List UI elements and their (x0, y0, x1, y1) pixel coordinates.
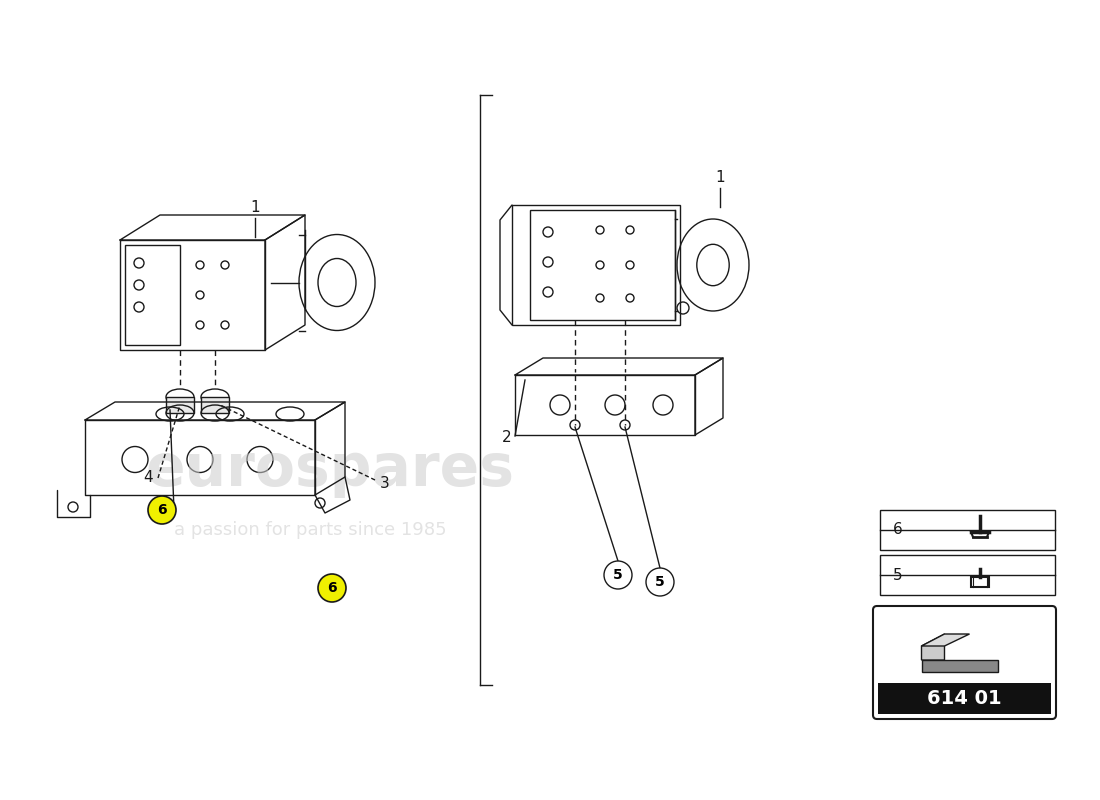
Text: eurospares: eurospares (145, 442, 515, 498)
Circle shape (148, 496, 176, 524)
Circle shape (318, 574, 346, 602)
Bar (125, 245, 180, 345)
Bar (880, 555, 1055, 595)
Polygon shape (922, 634, 969, 646)
Bar (201, 397, 229, 413)
Text: 5: 5 (893, 567, 903, 582)
Text: 1: 1 (715, 170, 725, 186)
Text: 1: 1 (250, 201, 260, 215)
Text: a passion for parts since 1985: a passion for parts since 1985 (174, 521, 447, 539)
Bar (530, 210, 675, 320)
Bar (166, 397, 194, 413)
Bar (880, 510, 1055, 550)
Text: 2: 2 (503, 430, 512, 446)
Text: 6: 6 (327, 581, 337, 595)
Circle shape (604, 561, 632, 589)
Bar (512, 205, 680, 325)
Text: 3: 3 (381, 475, 389, 490)
Circle shape (646, 568, 674, 596)
Text: 4: 4 (143, 470, 153, 486)
Text: 6: 6 (157, 503, 167, 517)
Text: 5: 5 (613, 568, 623, 582)
Text: 6: 6 (893, 522, 903, 538)
Bar (971, 577, 989, 587)
Bar (878, 683, 1050, 714)
Text: 5: 5 (656, 575, 664, 589)
Polygon shape (922, 634, 945, 660)
Text: 614 01: 614 01 (927, 690, 1002, 709)
Polygon shape (922, 660, 998, 672)
